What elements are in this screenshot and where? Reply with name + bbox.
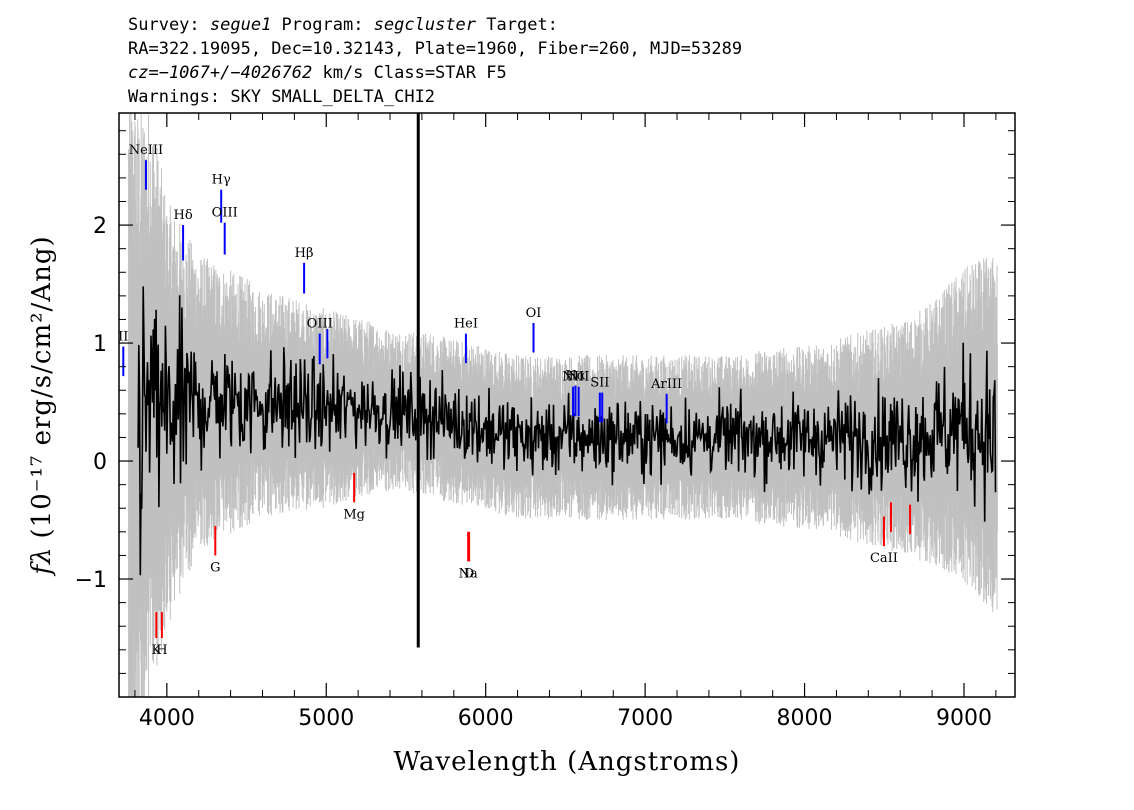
line-label: OI [526,306,542,321]
line-label: ArIII [650,377,682,392]
y-tick-label: 0 [93,450,107,475]
line-label: Na [459,566,478,581]
svg-text:fλ(10⁻¹⁷ erg/s/cm²/Ang): fλ (10⁻¹⁷ erg/s/cm²/Ang) [27,235,57,576]
line-label: Hα [565,369,585,384]
line-label: Hδ [174,208,193,223]
survey-value: segue1 [210,15,271,35]
y-tick-label: 2 [93,214,107,239]
plot-frame [118,112,1016,698]
line-label: OIII [212,206,238,221]
x-tick-label: 8000 [777,706,833,731]
line-label: HeI [454,317,478,332]
y-tick-label: 1 [93,332,107,357]
x-tick-label: 4000 [139,706,195,731]
program-value: segcluster [374,15,477,35]
header-line-4: Warnings: SKY SMALL_DELTA_CHI2 [128,87,435,107]
header-line-1: Survey: segue1 Program: segcluster Targe… [128,15,558,35]
line-label: CaII [870,551,898,566]
line-label: NeIII [129,143,163,158]
line-label: H [156,643,167,658]
line-label: Mg [343,507,365,522]
axis-ticks: 4000 5000 6000 7000 8000 9000 −1 0 1 2 [75,113,1015,731]
x-tick-label: 5000 [298,706,354,731]
x-tick-label: 6000 [458,706,514,731]
line-label: G [210,560,220,575]
flux-series [137,113,997,648]
line-label: Hγ [212,173,231,188]
header-line-2: RA=322.19095, Dec=10.32143, Plate=1960, … [128,39,742,59]
x-tick-label: 9000 [936,706,992,731]
header-line-3: cz=−1067+/−4026762 km/s Class=STAR F5 [128,63,507,83]
line-label: OIII [307,317,333,332]
cz-value: cz=−1067+/−4026762 [128,63,312,83]
line-label: NII [562,370,584,385]
line-label: II [118,330,128,345]
line-label: SII [590,376,609,391]
y-axis-label: fλ (10⁻¹⁷ erg/s/cm²/Ang) [27,235,57,576]
line-label: D [464,566,474,581]
x-axis-label: Wavelength (Angstroms) [394,747,741,777]
y-axis-units: (10⁻¹⁷ erg/s/cm²/Ang) [27,235,57,538]
line-label: Hβ [295,246,314,261]
y-axis-symbol: fλ [27,546,57,576]
line-label: NII [568,370,590,385]
flux-line [137,286,997,576]
x-tick-label: 7000 [617,706,673,731]
y-tick-label: −1 [75,568,107,593]
line-label: K [151,643,161,658]
